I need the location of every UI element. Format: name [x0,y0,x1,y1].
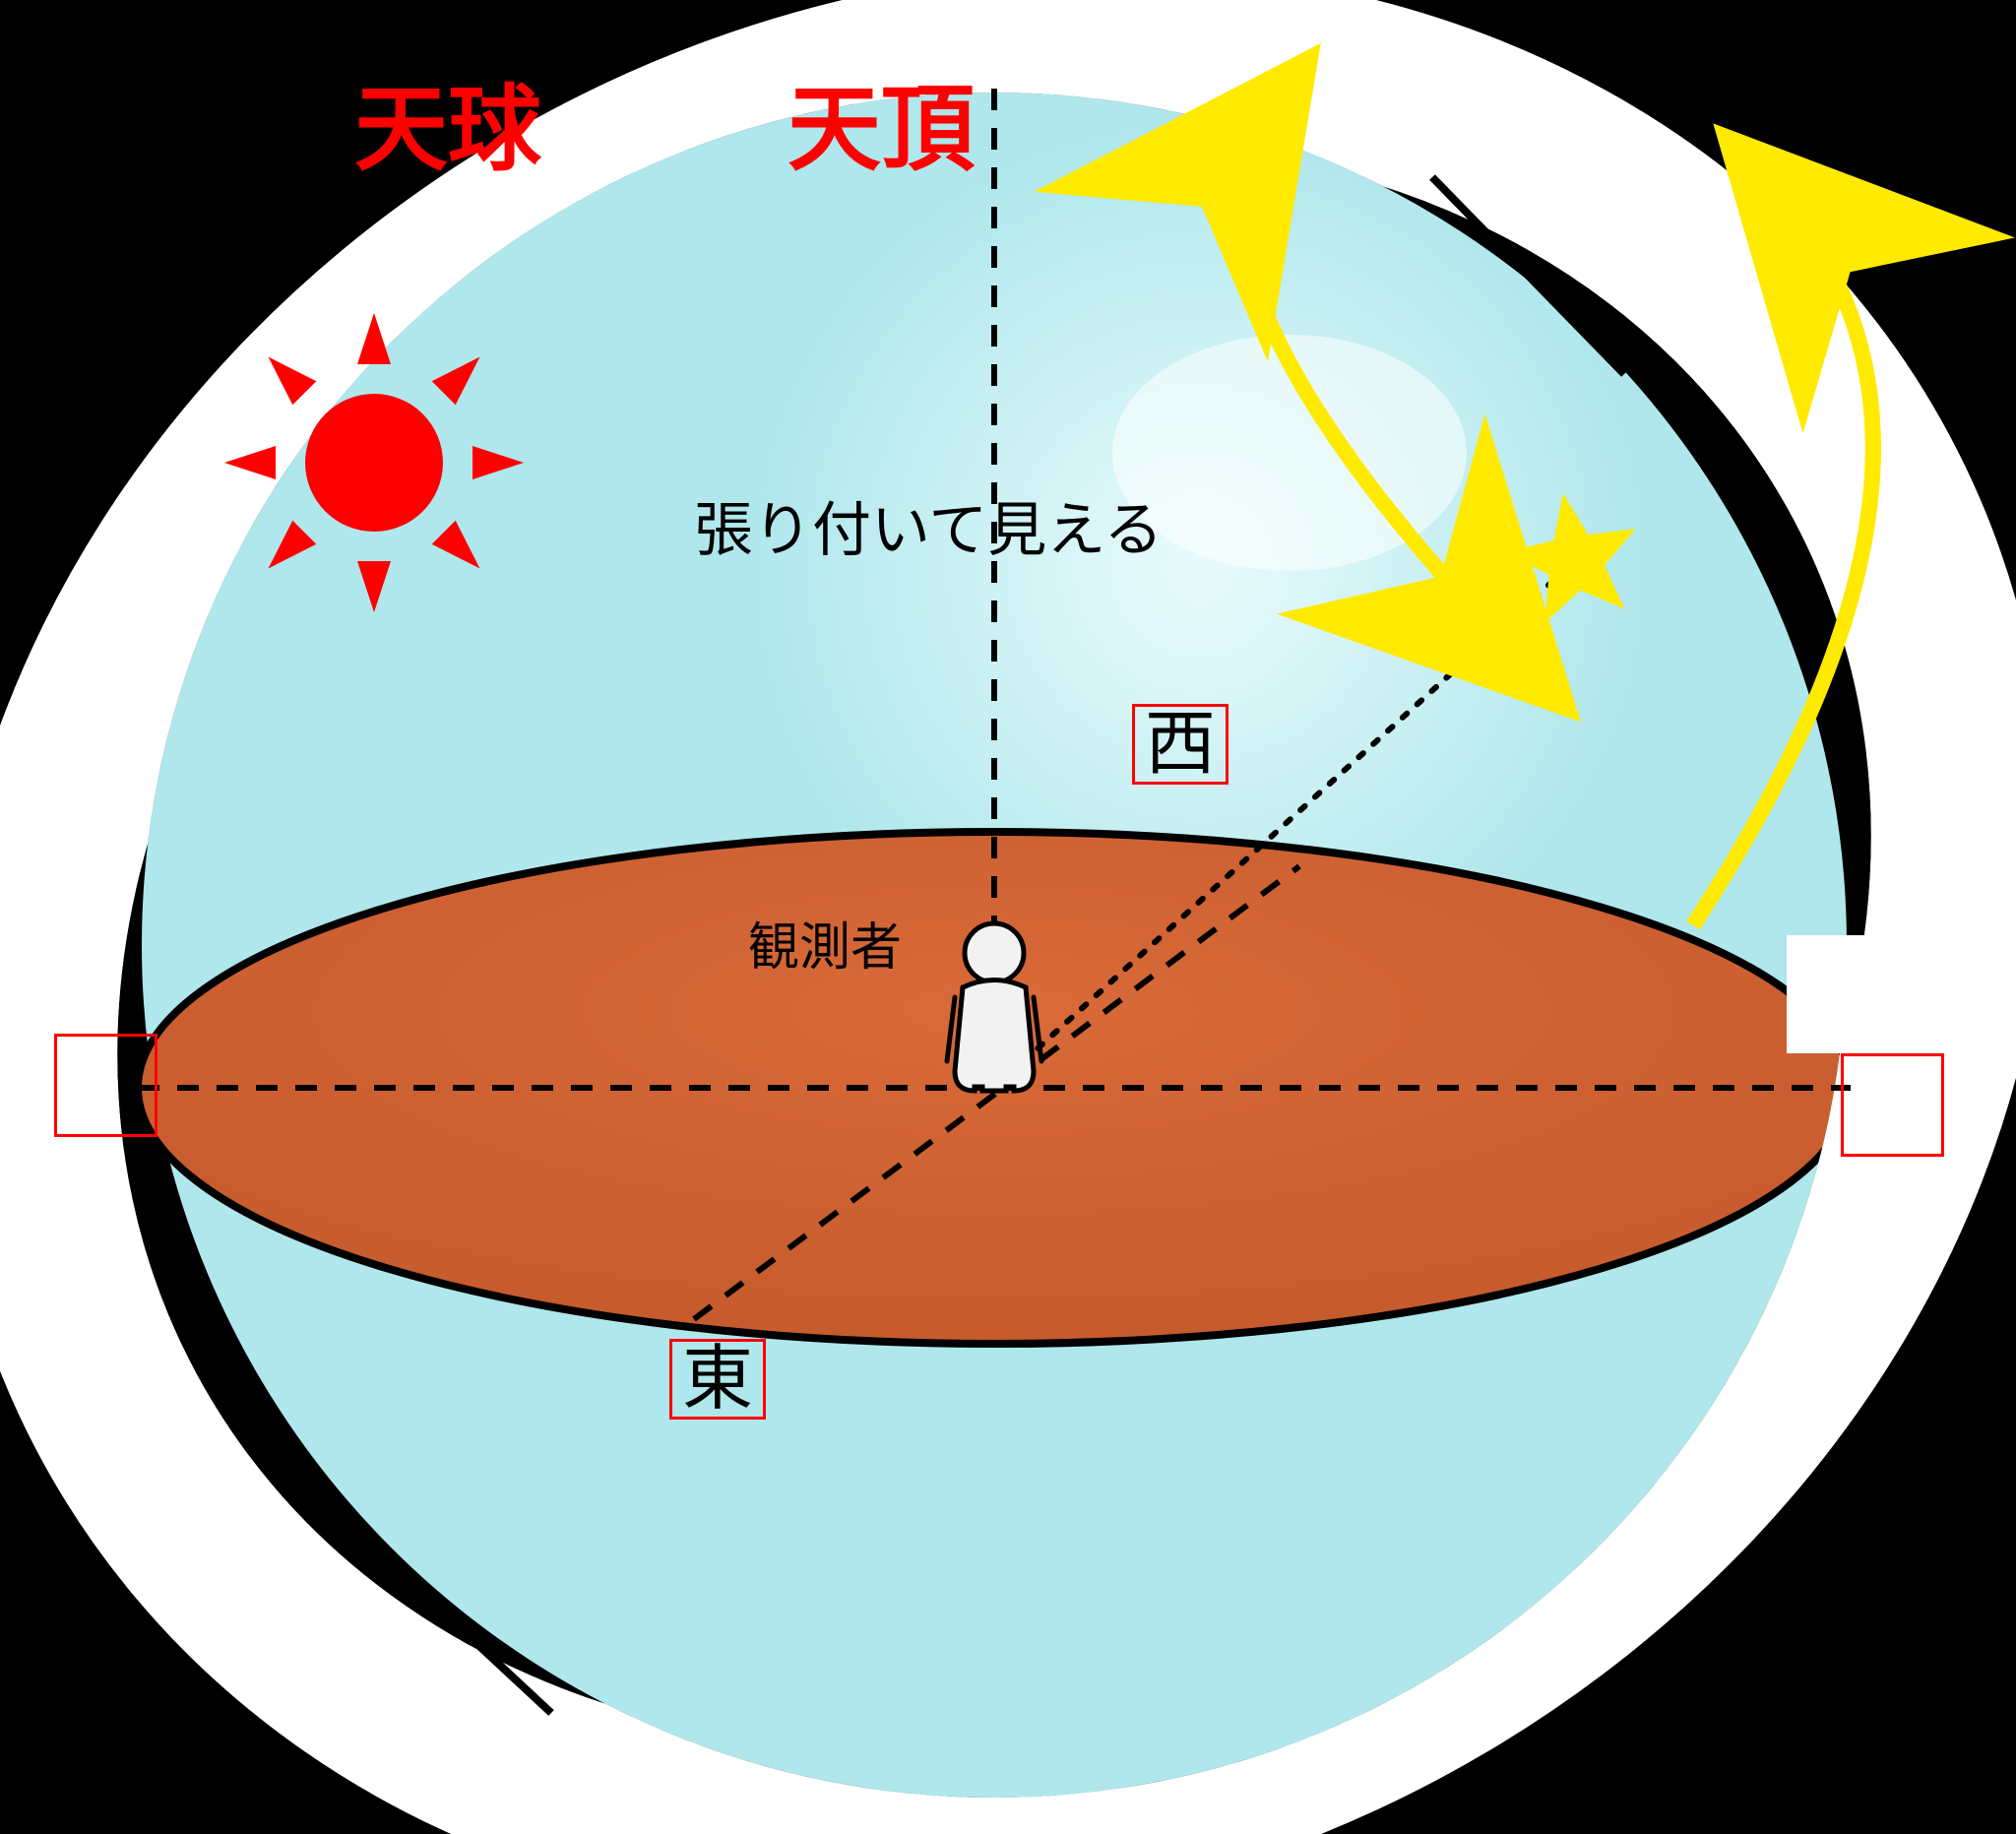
label-tenchou: 天頂 [788,54,975,189]
label-box_left [54,1034,158,1137]
sun-icon [224,313,524,612]
label-haritsuite: 張り付いて見える [694,482,1163,568]
label-higashi: 東 [669,1339,766,1420]
white-square [1787,935,1905,1053]
label-kansokusha: 観測者 [748,906,902,980]
label-box_right [1841,1053,1944,1157]
label-nishi: 西 [1132,704,1228,785]
label-tenkyuu: 天球 [354,54,541,189]
